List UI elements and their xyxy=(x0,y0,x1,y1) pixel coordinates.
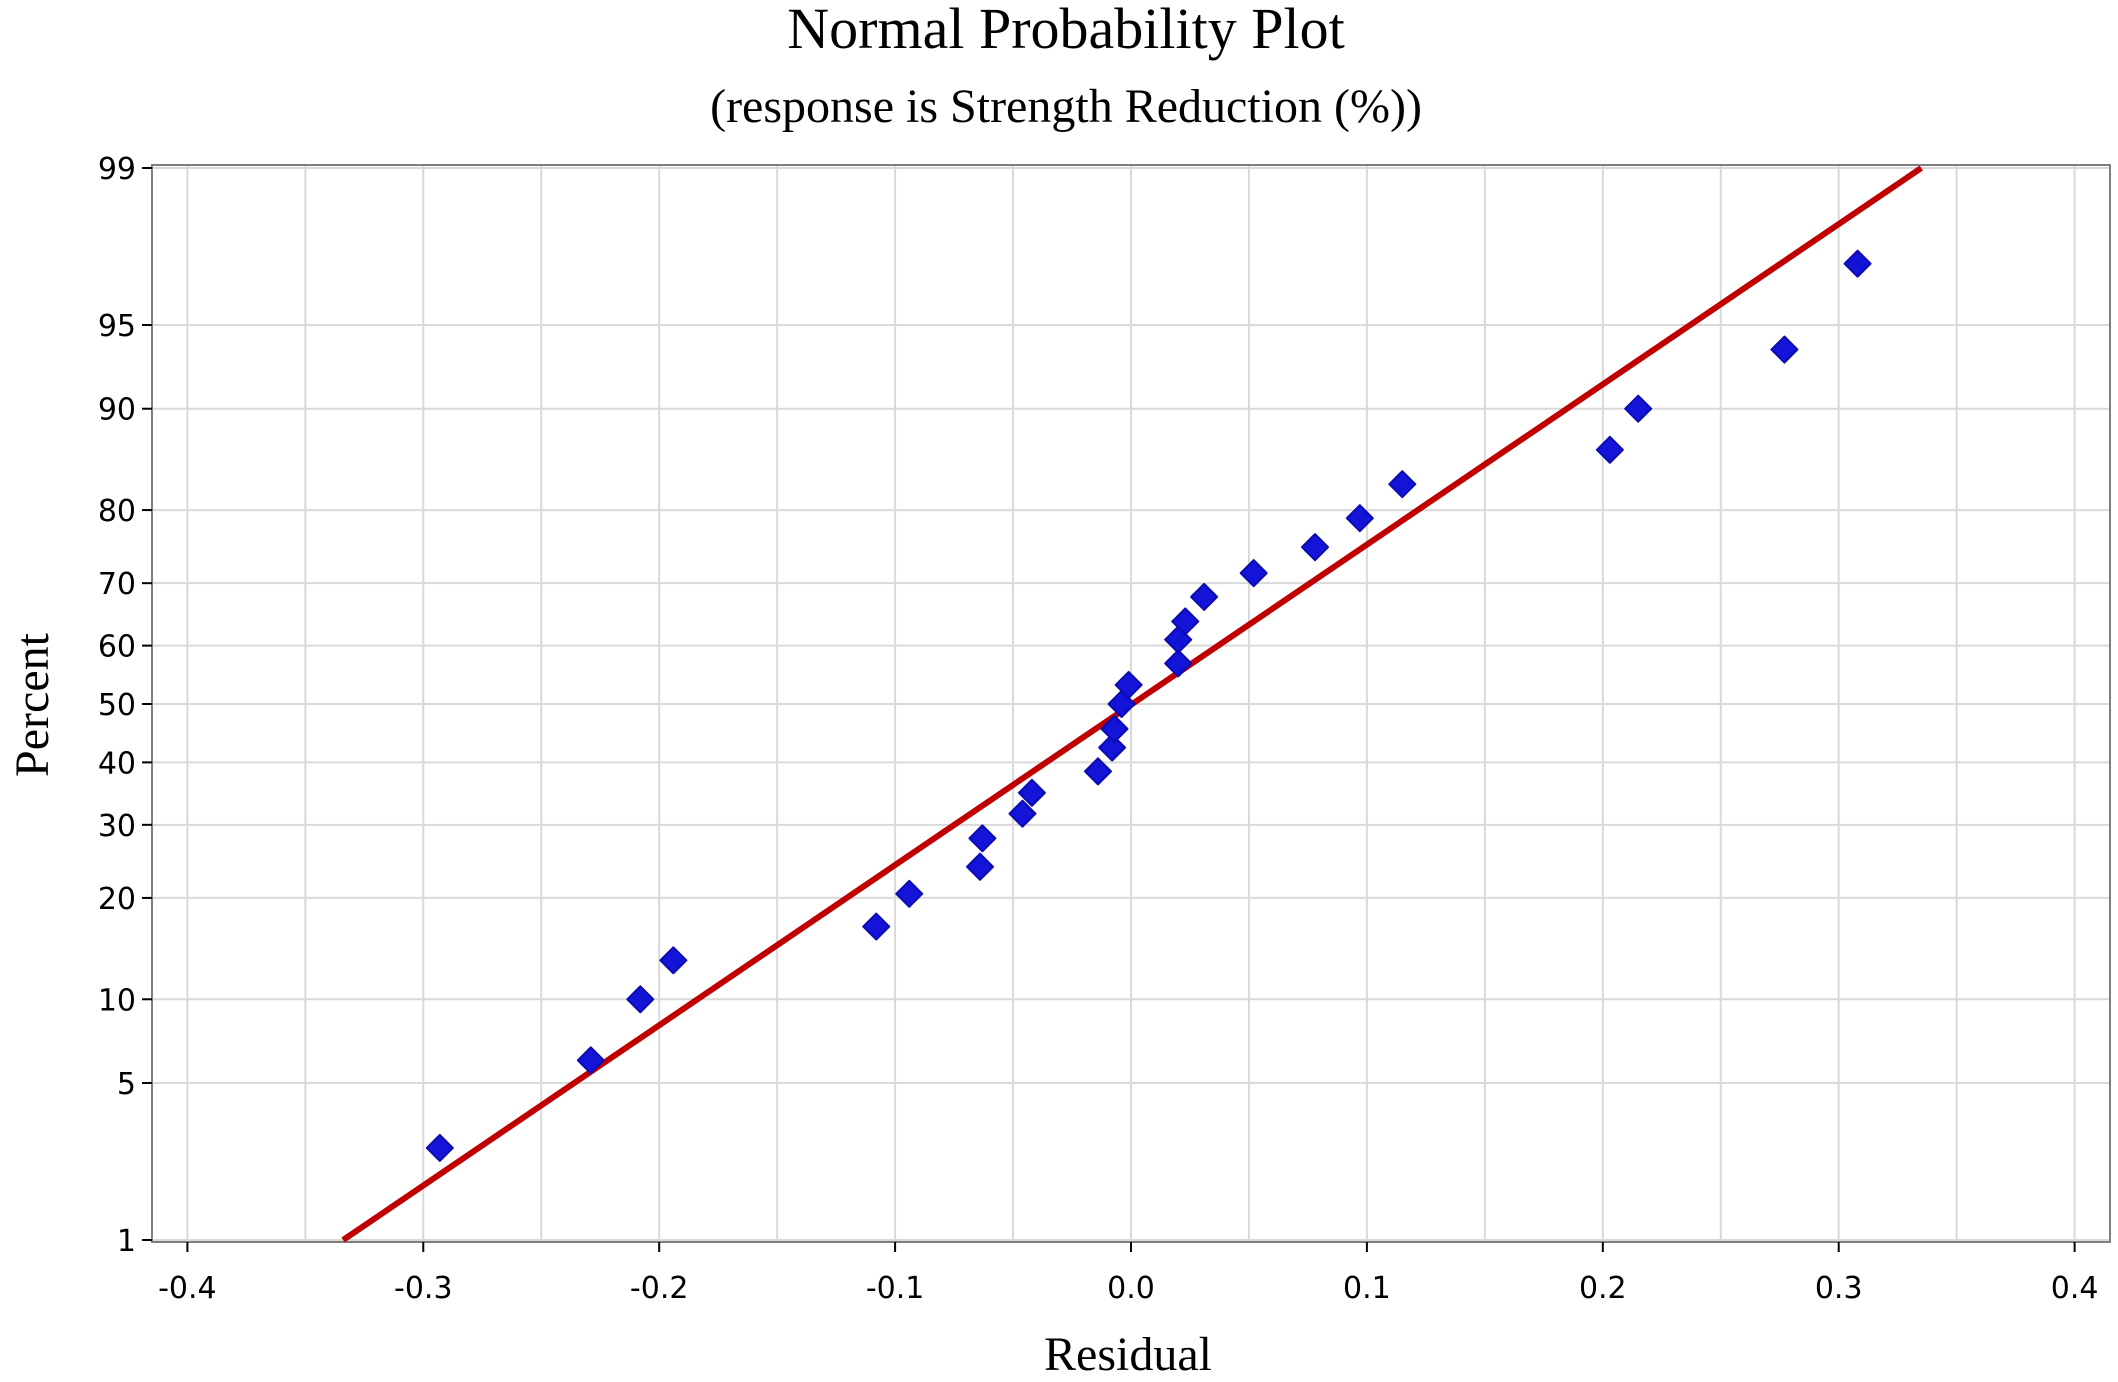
data-point xyxy=(659,946,688,975)
data-point xyxy=(1017,778,1046,807)
data-point xyxy=(626,985,655,1014)
x-tick-label: 0.2 xyxy=(1579,1271,1627,1306)
data-points xyxy=(425,249,1872,1162)
y-tick-label: 60 xyxy=(98,630,136,665)
x-tick-label: -0.2 xyxy=(630,1271,689,1306)
data-point xyxy=(1843,249,1872,278)
y-tick-label: 90 xyxy=(98,393,136,428)
data-point xyxy=(1190,582,1219,611)
x-tick-label: -0.4 xyxy=(158,1271,217,1306)
x-tick-label: 0.3 xyxy=(1815,1271,1863,1306)
x-tick-label: 0.1 xyxy=(1343,1271,1391,1306)
data-point xyxy=(1164,649,1193,678)
data-point xyxy=(425,1133,454,1162)
data-point xyxy=(1770,335,1799,364)
data-point xyxy=(1100,714,1129,743)
data-point xyxy=(1624,394,1653,423)
data-point xyxy=(1301,533,1329,562)
y-tick-label: 20 xyxy=(98,882,136,917)
data-point xyxy=(862,912,891,941)
data-point xyxy=(1345,504,1374,533)
y-tick-label: 80 xyxy=(98,494,136,529)
y-tick-label: 95 xyxy=(98,309,136,344)
x-tick-label: -0.3 xyxy=(394,1271,453,1306)
data-point xyxy=(1098,733,1127,762)
data-point xyxy=(1171,607,1200,636)
data-point xyxy=(1008,799,1037,828)
data-point xyxy=(968,824,997,853)
data-point xyxy=(966,852,995,881)
x-axis-label: Residual xyxy=(1044,1328,1212,1381)
y-tick-label: 99 xyxy=(98,152,136,187)
y-tick-label: 50 xyxy=(98,688,136,723)
y-tick-label: 10 xyxy=(98,983,136,1018)
y-axis-label: Percent xyxy=(6,632,59,777)
data-point xyxy=(1083,757,1112,786)
data-point xyxy=(1388,470,1417,499)
y-tick-label: 30 xyxy=(98,809,136,844)
axis-ticks: -0.4 -0.3 -0.2 -0.1 0.0 0.1 0.2 0.3 0.4 1 5 10 20 30 4… xyxy=(98,152,2099,1306)
data-point xyxy=(576,1046,605,1075)
x-tick-label: 0.4 xyxy=(2051,1271,2099,1306)
y-tick-label: 1 xyxy=(117,1224,136,1259)
data-point xyxy=(895,879,924,908)
grid xyxy=(152,165,2110,1242)
chart-subtitle: (response is Strength Reduction (%)) xyxy=(710,80,1422,133)
x-tick-label: 0.0 xyxy=(1107,1271,1155,1306)
y-tick-label: 70 xyxy=(98,567,136,602)
data-point xyxy=(1114,670,1143,699)
chart-title: Normal Probability Plot xyxy=(787,0,1344,61)
y-tick-label: 40 xyxy=(98,746,136,781)
x-tick-label: -0.1 xyxy=(866,1271,925,1306)
data-point xyxy=(1595,435,1624,464)
data-point xyxy=(1239,559,1268,588)
y-tick-label: 5 xyxy=(117,1067,136,1102)
